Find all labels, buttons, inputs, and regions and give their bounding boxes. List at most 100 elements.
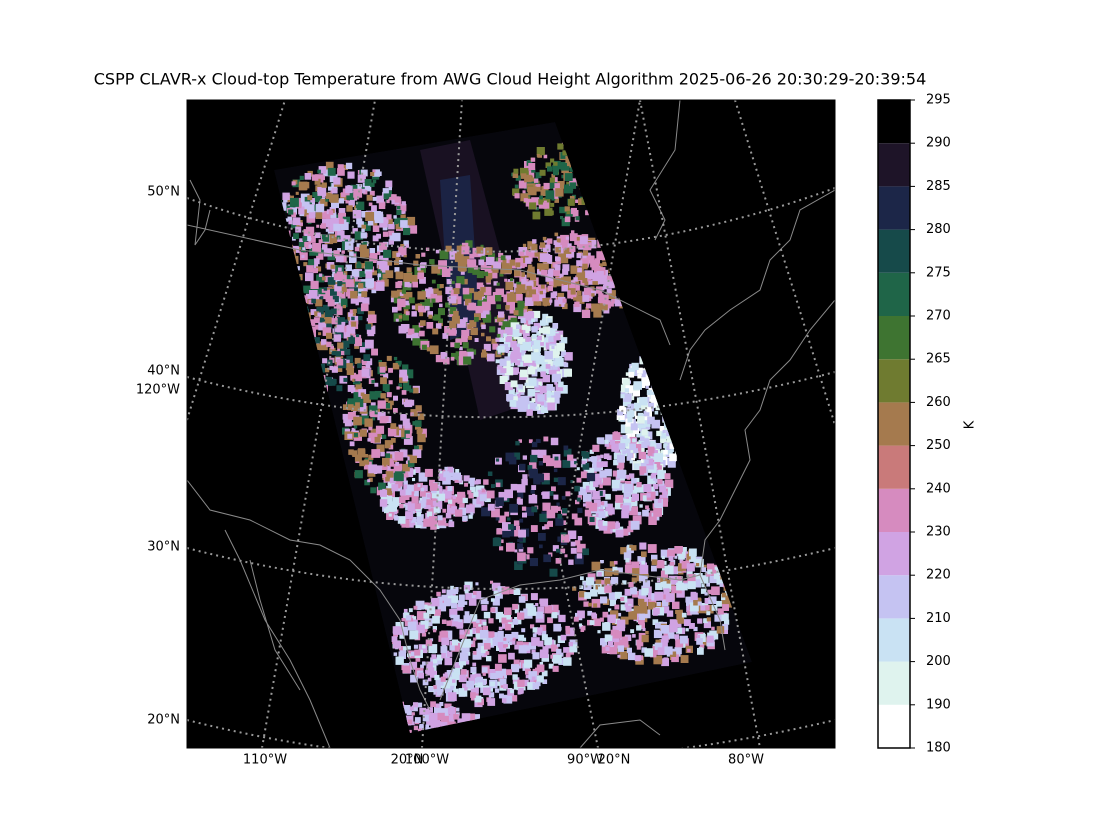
cloud-pixel: [510, 483, 518, 491]
cloud-pixel: [461, 713, 471, 722]
cloud-pixel: [481, 301, 491, 311]
cloud-pixel: [495, 670, 503, 679]
cloud-pixel: [453, 296, 462, 305]
cloud-pixel: [346, 192, 355, 200]
cloud-pixel: [633, 444, 642, 452]
cloud-pixel: [602, 643, 606, 647]
cloud-pixel: [449, 645, 455, 651]
cloud-pixel: [662, 606, 670, 614]
cloud-pixel: [469, 477, 476, 483]
cloud-pixel: [659, 426, 666, 432]
cloud-pixel: [398, 383, 402, 387]
cloud-pixel: [458, 688, 468, 697]
cloud-pixel: [321, 276, 326, 281]
cloud-pixel: [435, 677, 444, 686]
cloud-pixel: [548, 366, 557, 375]
cloud-pixel: [515, 175, 521, 181]
cloud-pixel: [592, 272, 602, 282]
cloud-pixel: [342, 164, 348, 170]
cloud-pixel: [626, 425, 635, 434]
cloud-pixel: [645, 385, 649, 389]
cloud-pixel: [641, 551, 647, 558]
cloud-pixel: [693, 573, 703, 582]
cloud-pixel: [674, 555, 678, 559]
cloud-pixel: [514, 644, 520, 650]
cloud-pixel: [459, 346, 463, 351]
cloud-pixel: [318, 166, 327, 174]
cloud-pixel: [396, 386, 400, 390]
cloud-pixel: [660, 576, 668, 585]
cloud-pixel: [372, 179, 377, 184]
cloud-pixel: [620, 604, 627, 611]
colorbar-segment: [878, 100, 910, 144]
cloud-pixel: [519, 251, 525, 257]
cloud-pixel: [518, 384, 523, 389]
cloud-pixel: [505, 305, 510, 310]
cloud-pixel: [701, 567, 706, 572]
cloud-pixel: [391, 290, 399, 298]
lon-label: 90°W: [567, 753, 603, 768]
cloud-pixel: [540, 624, 547, 631]
cloud-pixel: [401, 390, 407, 395]
cloud-pixel: [513, 168, 519, 174]
cloud-pixel: [510, 689, 514, 694]
cloud-pixel: [582, 263, 588, 270]
cloud-pixel: [551, 486, 556, 492]
cloud-pixel: [376, 251, 381, 255]
cloud-pixel: [628, 652, 636, 661]
cloud-pixel: [446, 620, 452, 626]
cloud-pixel: [315, 174, 324, 183]
cloud-pixel: [389, 477, 396, 484]
cloud-pixel: [604, 622, 610, 627]
cloud-pixel: [469, 486, 476, 493]
cloud-pixel: [564, 243, 572, 251]
cloud-pixel: [636, 625, 642, 631]
cloud-pixel: [577, 495, 583, 500]
cloud-pixel: [485, 277, 491, 283]
cloud-pixel: [572, 586, 577, 591]
cloud-pixel: [661, 593, 668, 600]
cloud-pixel: [365, 212, 375, 221]
cloud-pixel: [437, 602, 447, 612]
cloud-pixel: [435, 609, 441, 615]
cloud-pixel: [560, 634, 567, 641]
cloud-pixel: [392, 501, 398, 508]
cloud-pixel: [523, 334, 527, 339]
cloud-pixel: [591, 612, 596, 618]
cloud-pixel: [385, 471, 394, 479]
cloud-pixel: [641, 609, 651, 619]
cloud-pixel: [424, 298, 433, 308]
cloud-pixel: [574, 540, 581, 546]
cloud-pixel: [308, 259, 315, 266]
cloud-pixel: [582, 250, 589, 256]
cloud-pixel: [696, 638, 703, 645]
cloud-pixel: [392, 232, 401, 242]
cloud-pixel: [307, 232, 314, 239]
cloud-pixel: [426, 322, 434, 329]
cloud-pixel: [641, 402, 648, 410]
cloud-pixel: [331, 187, 338, 194]
cloud-pixel: [510, 695, 518, 702]
cloud-pixel: [360, 392, 365, 397]
cloud-pixel: [612, 470, 619, 477]
cloud-pixel: [496, 282, 500, 286]
cloud-pixel: [337, 342, 344, 349]
cloud-pixel: [641, 647, 647, 653]
cloud-pixel: [597, 572, 602, 577]
cloud-pixel: [659, 639, 668, 648]
cloud-pixel: [344, 319, 348, 324]
cloud-pixel: [407, 719, 413, 724]
cloud-pixel: [432, 615, 440, 624]
cloud-pixel: [345, 279, 354, 288]
cloud-pixel: [624, 598, 634, 608]
cloud-pixel: [401, 430, 410, 439]
cloud-pixel: [570, 541, 576, 547]
cloud-pixel: [357, 363, 362, 369]
cloud-pixel: [501, 321, 510, 330]
cloud-pixel: [406, 267, 412, 273]
cloud-pixel: [538, 461, 544, 466]
cloud-pixel: [301, 254, 305, 258]
cloud-pixel: [496, 333, 501, 338]
cloud-pixel: [395, 622, 404, 631]
cloud-pixel: [481, 352, 487, 358]
